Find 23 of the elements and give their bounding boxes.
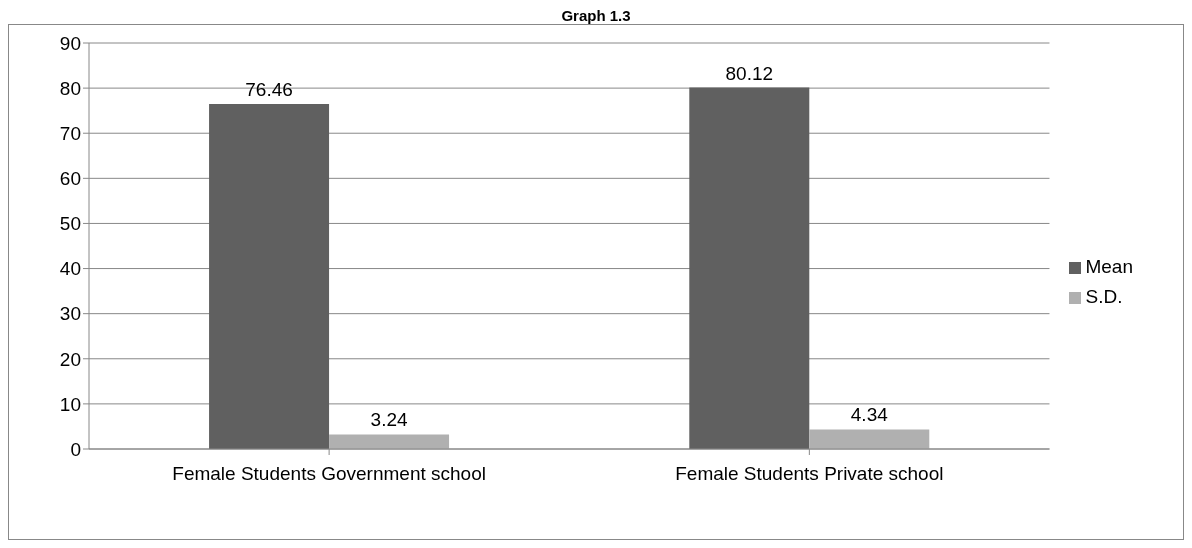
chart-title: Graph 1.3 [560,7,632,24]
bar [329,434,450,449]
y-tick-label: 60 [59,168,81,190]
y-tick-label: 50 [59,213,81,235]
y-tick-label: 30 [59,303,81,325]
legend-label: S.D. [1085,286,1123,307]
x-tick-label: Female Students Government school [172,463,486,485]
y-tick-label: 20 [59,348,81,370]
data-label: 3.24 [370,409,408,431]
y-tick-label: 70 [59,122,81,144]
x-tick-label: Female Students Private school [675,463,944,485]
y-tick-label: 0 [70,438,81,460]
legend-label: Mean [1085,256,1133,277]
bar [689,87,810,449]
y-tick-label: 40 [59,258,81,280]
y-tick-label: 90 [59,32,81,54]
data-label: 80.12 [725,62,774,84]
data-label: 76.46 [245,79,293,101]
bar [809,429,930,449]
data-label: 4.34 [850,404,889,426]
bar [209,104,330,449]
y-tick-label: 80 [59,77,81,99]
y-tick-label: 10 [59,393,81,415]
